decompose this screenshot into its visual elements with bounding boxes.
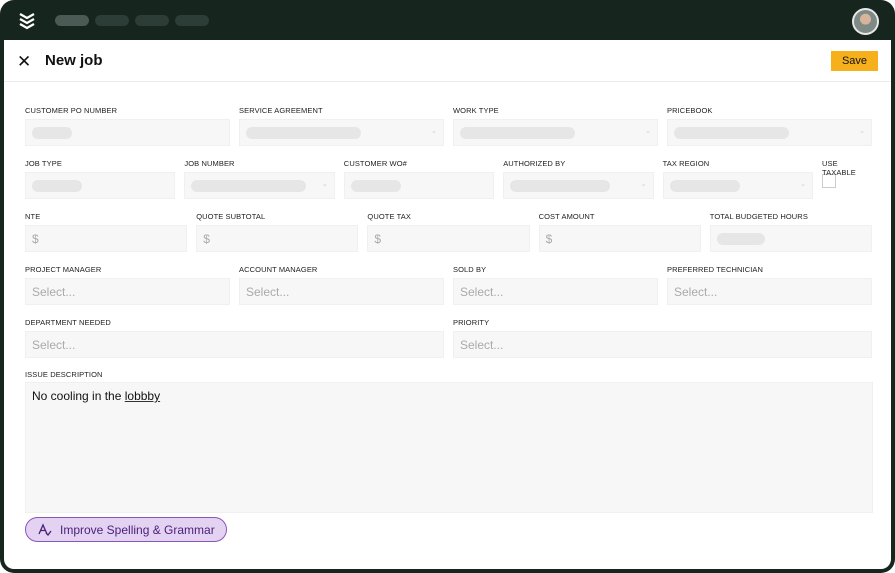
nav-item[interactable]	[95, 15, 129, 26]
top-nav	[0, 0, 895, 40]
field-label: QUOTE TAX	[367, 212, 411, 221]
chevron-down-icon: ⌄	[859, 128, 865, 135]
form-row: JOB TYPE JOB NUMBER ⌄ CUSTOMER WO# AUTHOR…	[25, 159, 872, 199]
field-label: TAX REGION	[662, 159, 710, 168]
form-row: PROJECT MANAGER Select... ACCOUNT MANAGER…	[25, 265, 872, 305]
nav-item[interactable]	[135, 15, 169, 26]
job-type-select[interactable]	[25, 172, 176, 199]
chevron-down-icon: ⌄	[645, 128, 651, 135]
field-label: COST AMOUNT	[538, 212, 595, 221]
field-label: ACCOUNT MANAGER	[239, 265, 318, 274]
improve-spelling-button[interactable]: Improve Spelling & Grammar	[25, 517, 227, 542]
chevron-down-icon: ⌄	[321, 181, 328, 188]
field-label: AUTHORIZED BY	[503, 159, 566, 168]
total-budgeted-hours-input[interactable]	[709, 225, 872, 252]
customer-po-input[interactable]	[25, 119, 230, 146]
department-needed-select[interactable]: Select...	[25, 331, 444, 358]
sold-by-select[interactable]: Select...	[453, 278, 658, 305]
tax-region-select[interactable]: ⌄	[662, 172, 813, 199]
field-label: PRICEBOOK	[667, 106, 713, 115]
misspelled-word[interactable]: lobbby	[124, 389, 161, 403]
field-label: ISSUE DESCRIPTION	[25, 370, 103, 379]
form-row: DEPARTMENT NEEDED Select... PRIORITY Selec…	[25, 318, 872, 358]
nav-item[interactable]	[175, 15, 209, 26]
service-agreement-select[interactable]: ⌄	[239, 119, 444, 146]
field-label: NTE	[25, 212, 41, 221]
field-label: PREFERRED TECHNICIAN	[667, 265, 764, 274]
field-label: SERVICE AGREEMENT	[239, 106, 323, 115]
field-label: WORK TYPE	[453, 106, 499, 115]
spellcheck-icon	[38, 522, 52, 536]
nav-item[interactable]	[55, 15, 89, 26]
improve-spelling-label: Improve Spelling & Grammar	[60, 522, 215, 537]
chevron-down-icon: ⌄	[800, 181, 806, 188]
logo-icon[interactable]	[18, 12, 36, 30]
issue-description-textarea[interactable]: No cooling in the lobbby	[25, 382, 873, 513]
avatar[interactable]	[852, 8, 879, 35]
quote-tax-input[interactable]: $	[367, 225, 530, 252]
project-manager-select[interactable]: Select...	[25, 278, 230, 305]
field-label: JOB TYPE	[25, 159, 62, 168]
page-title: New job	[45, 52, 103, 69]
field-label: JOB NUMBER	[184, 159, 235, 168]
use-taxable-checkbox[interactable]	[821, 174, 836, 188]
chevron-down-icon: ⌄	[640, 181, 647, 188]
form-row: NTE $ QUOTE SUBTOTAL $ QUOTE TAX $ COST AMO…	[25, 212, 872, 252]
new-job-panel: ✕ New job Save CUSTOMER PO NUMBER SERVIC…	[4, 40, 891, 569]
cost-amount-input[interactable]: $	[538, 225, 701, 252]
issue-text: No cooling in the	[32, 389, 125, 403]
field-label: PRIORITY	[453, 318, 490, 327]
field-label: CUSTOMER PO NUMBER	[25, 106, 118, 115]
field-label: DEPARTMENT NEEDED	[25, 318, 111, 327]
priority-select[interactable]: Select...	[453, 331, 872, 358]
close-icon[interactable]: ✕	[17, 52, 32, 71]
chevron-down-icon: ⌄	[431, 128, 437, 135]
field-label: TOTAL BUDGETED HOURS	[709, 212, 808, 221]
panel-header: ✕ New job Save	[4, 40, 891, 82]
save-button[interactable]: Save	[831, 51, 878, 71]
quote-subtotal-input[interactable]: $	[196, 225, 359, 252]
authorized-by-select[interactable]: ⌄	[503, 172, 654, 199]
field-label: SOLD BY	[453, 265, 487, 274]
preferred-technician-select[interactable]: Select...	[667, 278, 872, 305]
field-label: CUSTOMER WO#	[343, 159, 407, 168]
field-label: USE TAXABLE	[821, 159, 856, 177]
pricebook-select[interactable]: ⌄	[667, 119, 872, 146]
form-row: CUSTOMER PO NUMBER SERVICE AGREEMENT ⌄ WO…	[25, 106, 872, 146]
work-type-select[interactable]: ⌄	[453, 119, 658, 146]
field-label: PROJECT MANAGER	[25, 265, 102, 274]
job-number-input[interactable]: ⌄	[184, 172, 335, 199]
customer-wo-input[interactable]	[343, 172, 495, 199]
field-label: QUOTE SUBTOTAL	[196, 212, 266, 221]
account-manager-select[interactable]: Select...	[239, 278, 444, 305]
nte-input[interactable]: $	[25, 225, 188, 252]
